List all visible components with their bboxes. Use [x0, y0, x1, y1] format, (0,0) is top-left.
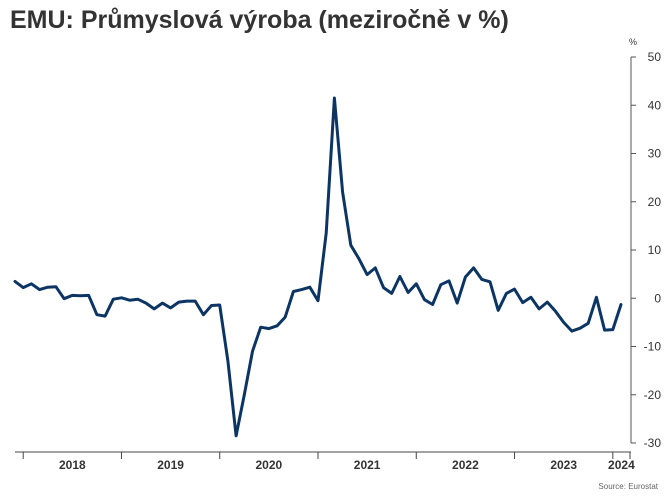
y-tick-label: -10 — [644, 340, 662, 354]
x-tick-label: 2019 — [157, 458, 184, 472]
y-tick-label: -20 — [644, 388, 662, 402]
y-tick-label: 50 — [648, 50, 662, 64]
series-line — [13, 96, 623, 438]
x-tick-label: 2020 — [256, 458, 283, 472]
y-tick-label: 10 — [648, 243, 662, 257]
x-tick-label: 2021 — [354, 458, 381, 472]
x-axis: 2018 2019 2020 2021 2022 2023 2024 — [15, 451, 635, 472]
y-tick-label: -30 — [644, 436, 662, 450]
x-tick-label: 2024 — [608, 458, 635, 472]
chart-title: EMU: Průmyslová výroba (meziročně v %) — [10, 6, 509, 34]
y-unit-label: % — [629, 37, 637, 47]
y-tick-label: 0 — [654, 291, 661, 305]
source-label: Source: Eurostat — [598, 482, 658, 491]
x-tick-label: 2018 — [59, 458, 86, 472]
x-tick-label: 2022 — [452, 458, 479, 472]
y-tick-label: 30 — [648, 147, 662, 161]
y-tick-label: 40 — [648, 98, 662, 112]
series-group — [13, 96, 623, 438]
x-tick-label: 2023 — [550, 458, 577, 472]
y-axis: -30 -20 -10 0 10 20 30 40 50 — [630, 50, 662, 450]
y-tick-label: 20 — [648, 195, 662, 209]
